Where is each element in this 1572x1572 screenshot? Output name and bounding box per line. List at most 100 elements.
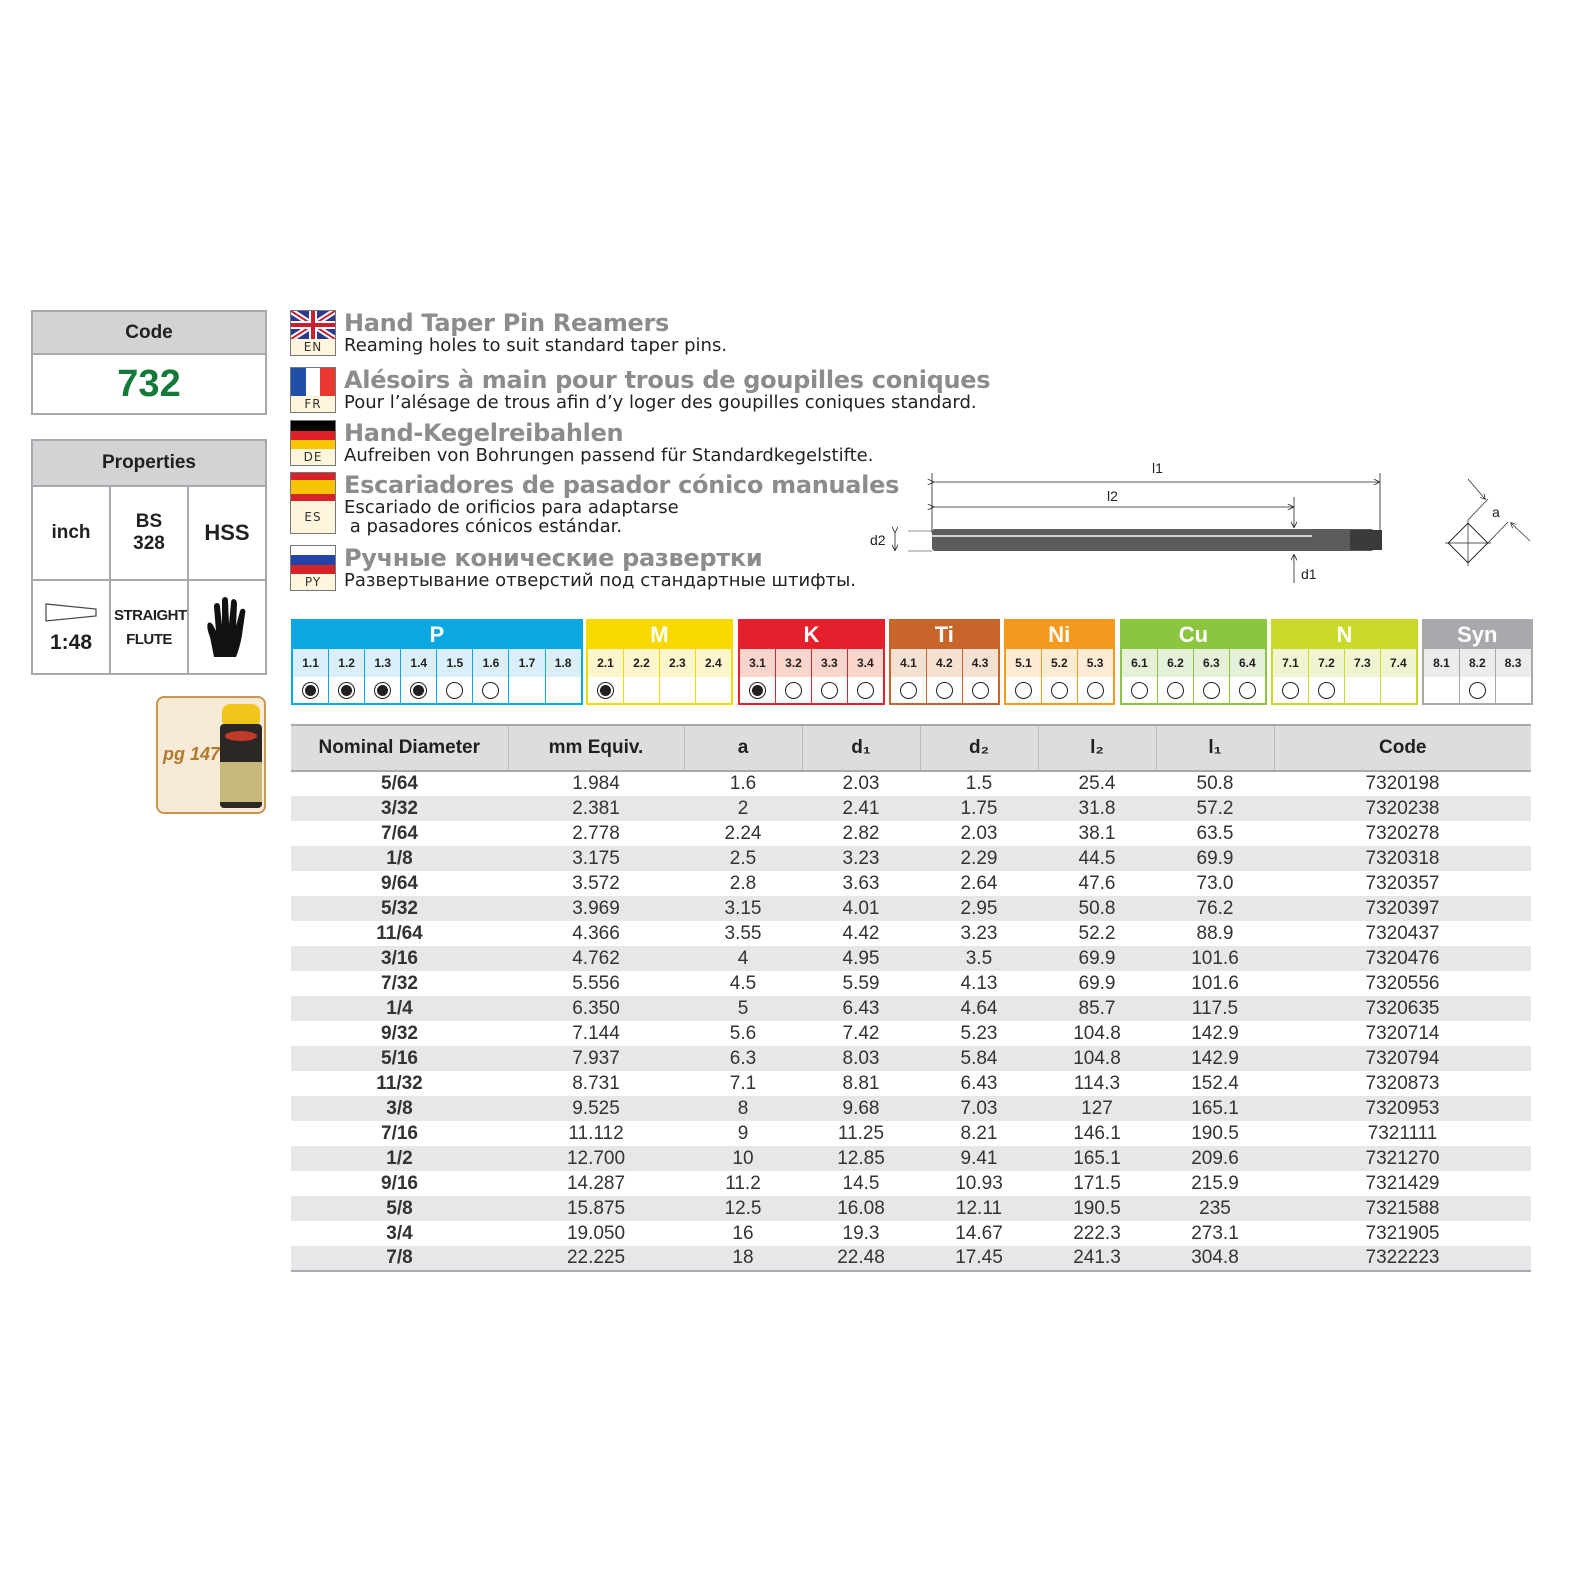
material-subgroup-1.2: 1.2 <box>329 649 366 703</box>
product-description: Reaming holes to suit standard taper pin… <box>344 335 728 356</box>
material-subgroup-2.3: 2.3 <box>659 649 696 703</box>
subgroup-label: 8.1 <box>1424 649 1459 677</box>
table-cell: 7320794 <box>1274 1046 1531 1071</box>
subgroup-label: 3.3 <box>811 649 847 677</box>
table-row: 3/16 4.762 4 4.95 3.5 69.9 101.6 7320476 <box>291 946 1531 971</box>
table-cell: 2.5 <box>684 846 802 871</box>
suitable-filled-circle-icon <box>410 681 428 699</box>
table-cell: 7320357 <box>1365 872 1440 894</box>
product-description: Развертывание отверстий под стандартные … <box>344 570 857 591</box>
table-cell: 2.381 <box>508 796 684 821</box>
table-cell: 4.64 <box>920 996 1038 1021</box>
subgroup-label: 5.2 <box>1041 649 1077 677</box>
table-cell: 7320437 <box>1365 922 1440 944</box>
table-cell: 7/64 <box>381 822 418 844</box>
suitability-cell <box>1273 677 1308 703</box>
spray-can-icon <box>220 704 262 808</box>
table-cell: 2.778 <box>572 822 620 844</box>
table-cell: 22.225 <box>508 1246 684 1272</box>
product-description: Pour l’alésage de trous afin d’y loger d… <box>344 392 977 413</box>
table-cell: 5/64 <box>381 773 418 794</box>
table-cell: 4.42 <box>842 922 880 944</box>
material-subgroup-4.2: 4.2 <box>926 649 963 703</box>
column-header: Code <box>1274 724 1531 772</box>
suitable-empty-circle-icon <box>1468 681 1486 699</box>
table-cell: 47.6 <box>1078 872 1116 894</box>
suitability-cell <box>1006 677 1041 703</box>
suitability-cell <box>926 677 962 703</box>
language-code: FR <box>304 397 322 411</box>
suitable-empty-circle-icon <box>971 681 989 699</box>
material-subgroups: 8.1 8.2 8.3 <box>1424 649 1531 703</box>
table-cell: 7320953 <box>1274 1096 1531 1121</box>
material-group-n: N 7.1 7.2 7.3 7.4 <box>1271 619 1418 705</box>
table-cell: 17.45 <box>920 1246 1038 1272</box>
material-group-label: Ti <box>891 621 998 649</box>
table-row: 7/16 11.112 9 11.25 8.21 146.1 190.5 7321111 <box>291 1121 1531 1146</box>
table-cell: 4.13 <box>960 972 998 994</box>
standard-text: BS 328 <box>133 511 165 554</box>
language-text: Ручные конические развертки Развертывание… <box>344 545 856 591</box>
material-subgroup-3.1: 3.1 <box>740 649 776 703</box>
table-cell: 7320873 <box>1365 1072 1440 1094</box>
table-row: 9/32 7.144 5.6 7.42 5.23 104.8 142.9 7320714 <box>291 1021 1531 1046</box>
table-cell: 7/16 <box>381 1122 418 1144</box>
table-cell: 7320278 <box>1365 822 1440 844</box>
material-group-label: M <box>588 621 731 649</box>
table-cell: 3/16 <box>291 946 508 971</box>
square-section-icon: a <box>1445 478 1531 566</box>
subgroup-label: 2.4 <box>695 649 731 677</box>
material-subgroup-5.3: 5.3 <box>1077 649 1113 703</box>
material-group-label: Cu <box>1122 621 1265 649</box>
material-subgroup-3.4: 3.4 <box>847 649 883 703</box>
flag-image <box>291 368 335 396</box>
material-subgroup-8.1: 8.1 <box>1424 649 1460 703</box>
table-cell: 235 <box>1156 1196 1274 1221</box>
suitable-empty-circle-icon <box>1202 681 1220 699</box>
table-cell: 76.2 <box>1156 896 1274 921</box>
column-header: d₂ <box>920 724 1039 772</box>
properties-label: Properties <box>33 441 265 487</box>
table-cell: 5.556 <box>572 972 620 994</box>
d1-label: d1 <box>1301 566 1317 582</box>
suitable-filled-circle-icon <box>338 681 356 699</box>
table-cell: 57.2 <box>1156 796 1274 821</box>
subgroup-label: 4.2 <box>926 649 962 677</box>
language-text: Hand-Kegelreibahlen Aufreiben von Bohrung… <box>344 420 873 466</box>
material-subgroup-1.3: 1.3 <box>365 649 402 703</box>
table-cell: 7321429 <box>1365 1172 1440 1194</box>
flag-de-icon: DE <box>290 420 336 466</box>
suitability-cell <box>659 677 695 703</box>
table-cell: 7.03 <box>920 1096 1038 1121</box>
table-cell: 14.67 <box>955 1222 1003 1244</box>
table-cell: 5/16 <box>291 1046 508 1071</box>
flag-image <box>289 308 337 342</box>
subgroup-label: 4.1 <box>891 649 926 677</box>
subgroup-label: 1.7 <box>509 649 545 677</box>
table-cell: 7/8 <box>291 1246 508 1272</box>
table-cell: 12.85 <box>802 1146 920 1171</box>
table-cell: 3.175 <box>508 846 684 871</box>
flute-cell: STRAIGHT FLUTE <box>111 581 189 675</box>
table-cell: 14.287 <box>566 1172 626 1194</box>
suitability-cell <box>437 677 473 703</box>
suitability-cell <box>588 677 623 703</box>
suitability-cell <box>962 677 998 703</box>
table-cell: 1.5 <box>965 773 993 794</box>
table-cell: 7320556 <box>1365 972 1440 994</box>
taper-icon <box>45 603 97 622</box>
material-group-cu: Cu 6.1 6.2 6.3 6.4 <box>1120 619 1267 705</box>
unit-text: inch <box>51 522 91 543</box>
table-cell: 146.1 <box>1073 1122 1121 1144</box>
table-cell: 7321905 <box>1365 1222 1440 1244</box>
table-cell: 2.82 <box>842 822 880 844</box>
l1-label: l1 <box>1152 460 1163 476</box>
material-group-p: P 1.1 1.2 1.3 1.4 1.5 1.6 1.7 1.8 <box>291 619 583 705</box>
table-cell: 7.144 <box>572 1022 620 1044</box>
cutting-fluid-reference[interactable]: pg 147 <box>156 696 266 814</box>
suitability-cell <box>1459 677 1495 703</box>
table-cell: 12.5 <box>684 1196 802 1221</box>
table-cell: 9.68 <box>802 1096 920 1121</box>
table-cell: 5/32 <box>291 896 508 921</box>
table-cell: 142.9 <box>1156 1046 1274 1071</box>
